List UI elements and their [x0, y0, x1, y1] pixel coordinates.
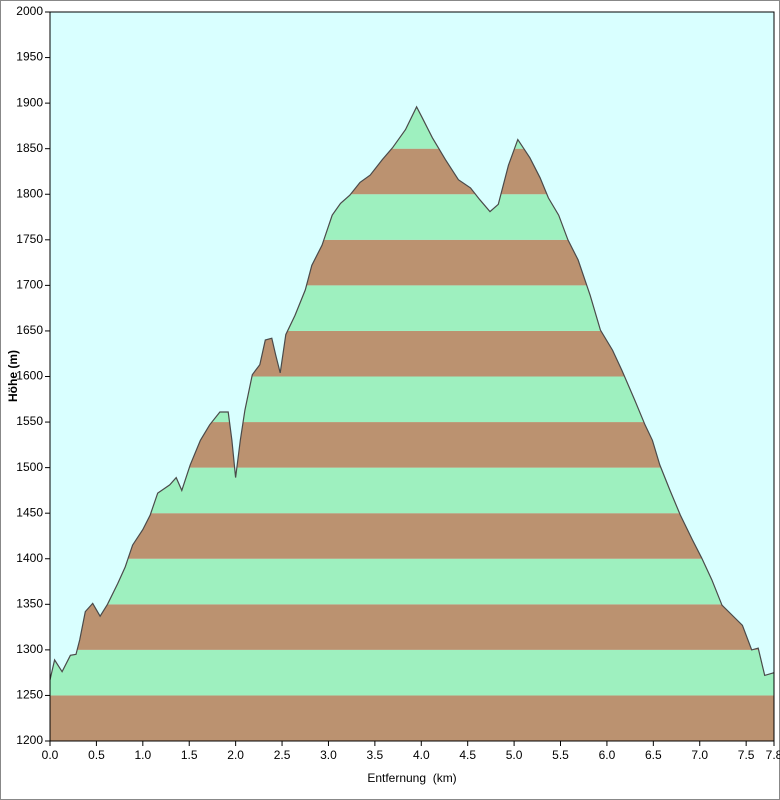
y-tick-label: 1950 [16, 50, 43, 64]
x-tick-label: 7.8 [766, 748, 780, 762]
x-tick-label: 2.0 [227, 748, 244, 762]
y-tick-label: 1250 [16, 688, 43, 702]
x-tick-label: 3.5 [367, 748, 384, 762]
y-tick-label: 1700 [16, 278, 43, 292]
y-tick-label: 1850 [16, 141, 43, 155]
y-tick-label: 1550 [16, 414, 43, 428]
x-tick-label: 7.0 [691, 748, 708, 762]
band [50, 604, 774, 650]
band [50, 649, 774, 696]
x-tick-label: 1.0 [134, 748, 151, 762]
y-tick-label: 1450 [16, 505, 43, 519]
y-tick-label: 1400 [16, 551, 43, 565]
x-tick-label: 5.0 [506, 748, 523, 762]
x-tick-label: 4.0 [413, 748, 430, 762]
y-tick-label: 1500 [16, 460, 43, 474]
band [50, 695, 774, 741]
y-tick-label: 1200 [16, 733, 43, 747]
elevation-line [49, 105, 775, 681]
x-tick-label: 6.5 [645, 748, 662, 762]
x-tick-label: 2.5 [274, 748, 291, 762]
y-tick-label: 1300 [16, 642, 43, 656]
band [50, 558, 774, 605]
x-tick-label: 1.5 [181, 748, 198, 762]
x-tick-label: 3.0 [320, 748, 337, 762]
x-axis-label: Entfernung (km) [367, 771, 456, 785]
x-tick-label: 6.0 [599, 748, 616, 762]
y-axis-label: Höhe (m) [6, 350, 20, 402]
y-tick-label: 1800 [16, 186, 43, 200]
band [50, 513, 774, 559]
y-tick-label: 2000 [16, 4, 43, 18]
y-tick-label: 1750 [16, 232, 43, 246]
x-tick-label: 4.5 [459, 748, 476, 762]
y-tick-label: 1650 [16, 323, 43, 337]
x-tick-label: 7.5 [738, 748, 755, 762]
x-tick-label: 0.5 [88, 748, 105, 762]
x-tick-label: 5.5 [552, 748, 569, 762]
y-tick-label: 1600 [16, 369, 43, 383]
y-tick-label: 1900 [16, 95, 43, 109]
y-tick-label: 1350 [16, 596, 43, 610]
x-tick-label: 0.0 [42, 748, 59, 762]
